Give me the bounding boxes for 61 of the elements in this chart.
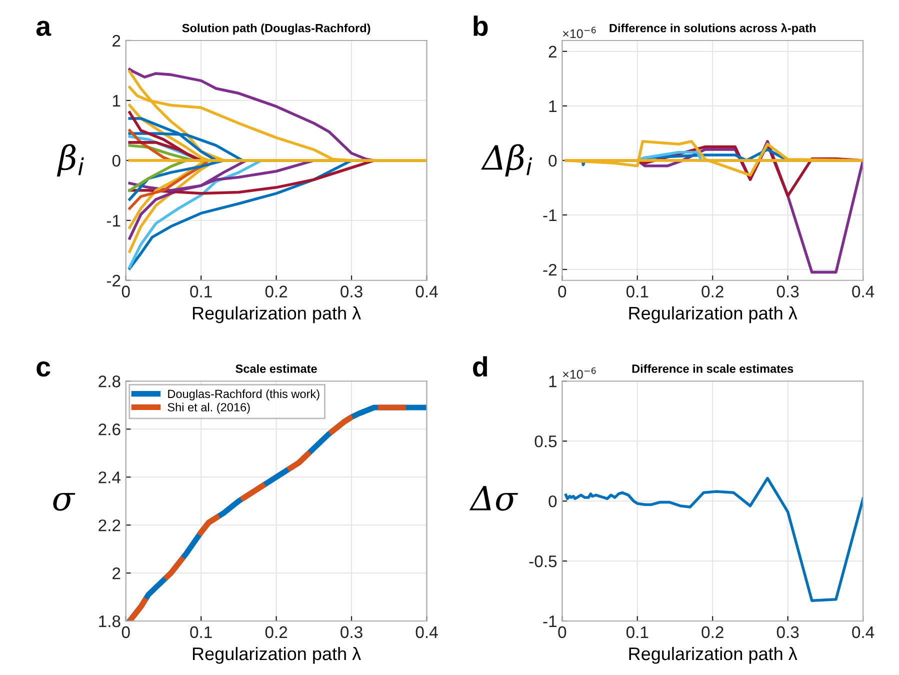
y-tick-label: 0 xyxy=(548,154,557,167)
y-axis-title: Δσ xyxy=(469,486,518,511)
y-tick-label: 2.2 xyxy=(98,519,120,532)
x-tick-label: 0 xyxy=(122,286,130,298)
x-tick-label: 0.1 xyxy=(190,626,212,638)
y-axis-title: σ xyxy=(53,492,76,511)
x-tick-label: 0.2 xyxy=(265,286,288,298)
y-tick-label: 2.4 xyxy=(98,471,121,484)
x-tick-label: 0.1 xyxy=(626,286,648,298)
x-tick-label: 0.1 xyxy=(190,286,212,298)
x-tick-label: 0.2 xyxy=(702,286,724,298)
x-axis-title: Regularization path λ xyxy=(192,646,361,664)
y-tick-label: 1 xyxy=(549,100,556,112)
y-tick-label: -2 xyxy=(543,264,556,276)
x-tick-label: 0.3 xyxy=(340,626,362,638)
chart-title: Scale estimate xyxy=(236,364,317,373)
y-tick-label: 1 xyxy=(549,376,556,388)
x-tick-label: 0 xyxy=(122,626,130,638)
y-axis-title: β$_{i}$ xyxy=(56,144,84,177)
x-tick-label: 0.2 xyxy=(702,626,724,638)
y-tick-label: 2 xyxy=(112,34,120,47)
y-tick-label: 2 xyxy=(112,567,120,580)
y-tick-label: 1 xyxy=(113,95,120,107)
x-tick-label: 0.4 xyxy=(416,286,438,298)
x-axis-title: Regularization path λ xyxy=(192,306,361,324)
y-tick-label: 2 xyxy=(548,46,556,58)
y-tick-label: 0 xyxy=(112,154,120,167)
chart-title: Difference in solutions across λ-path xyxy=(610,23,816,35)
x-tick-label: 0.4 xyxy=(852,286,874,298)
y-tick-label: -2 xyxy=(106,274,120,286)
text: a xyxy=(36,20,52,36)
x-tick-label: 0.1 xyxy=(626,626,648,638)
y-tick-label: -1 xyxy=(106,214,120,226)
text: d xyxy=(473,356,488,377)
x-tick-label: 0 xyxy=(558,286,566,298)
y-tick-label: 2.8 xyxy=(98,376,120,388)
y-tick-label: 0.5 xyxy=(534,435,557,448)
text: ×10$^{−6}$ xyxy=(563,26,596,38)
legend-label: Douglas-Rachford (this work) xyxy=(168,389,320,400)
x-tick-label: 0.4 xyxy=(416,626,438,638)
text: b xyxy=(474,16,488,36)
y-tick-label: -1 xyxy=(543,616,556,628)
x-axis-title: Regularization path λ xyxy=(629,306,798,324)
y-tick-label: -0.5 xyxy=(529,555,557,568)
legend-label: Shi et al. (2016) xyxy=(168,402,250,414)
x-tick-label: 0.2 xyxy=(265,626,288,638)
x-tick-label: 0 xyxy=(558,626,566,638)
text: c xyxy=(36,361,50,377)
x-axis-title: Regularization path λ xyxy=(629,646,798,664)
x-tick-label: 0.3 xyxy=(776,286,799,298)
chart-title: Difference in scale estimates xyxy=(632,364,794,373)
chart-title: Solution path (Douglas-Rachford) xyxy=(182,24,370,35)
y-tick-label: 1.8 xyxy=(99,615,120,628)
y-tick-label: 0 xyxy=(548,495,557,508)
x-tick-label: 0.3 xyxy=(776,626,799,638)
x-tick-label: 0.4 xyxy=(852,626,874,638)
x-tick-label: 0.3 xyxy=(340,286,362,298)
text: ×10$^{−6}$ xyxy=(563,367,596,379)
y-tick-label: -1 xyxy=(543,210,556,221)
y-axis-title: Δβ$_{i}$ xyxy=(481,144,532,177)
y-tick-label: 2.6 xyxy=(98,424,120,436)
